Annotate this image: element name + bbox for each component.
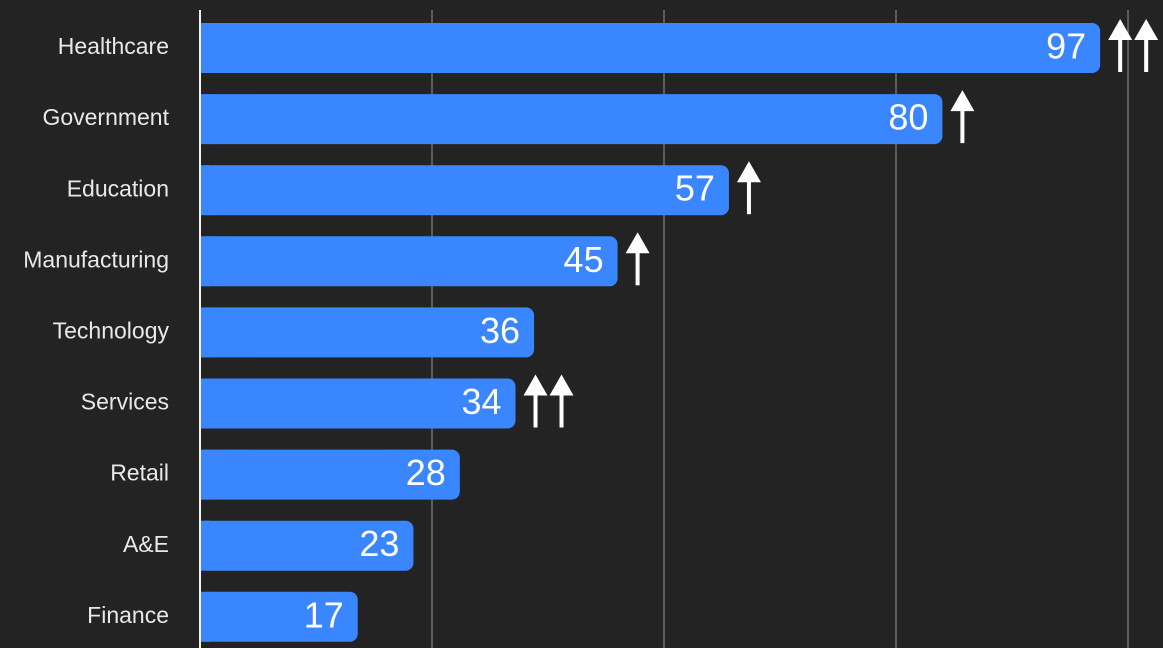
up-arrow-icon <box>549 374 574 428</box>
bar-corner-fill <box>200 236 210 287</box>
category-label: A&E <box>123 531 169 557</box>
bar-1 <box>200 94 943 145</box>
bar-8 <box>200 591 358 642</box>
category-label: Education <box>67 175 169 201</box>
value-label: 57 <box>675 168 715 209</box>
bar-2 <box>200 165 729 216</box>
bar-7 <box>200 520 414 571</box>
value-label: 45 <box>564 239 604 280</box>
bar-corner-fill <box>200 307 210 358</box>
category-label: Healthcare <box>58 33 169 59</box>
category-label: Manufacturing <box>23 246 169 272</box>
bar-corner-fill <box>200 23 210 73</box>
bar-corner-fill <box>200 165 210 216</box>
category-label: Services <box>81 389 169 415</box>
up-arrow-icon <box>950 90 975 144</box>
up-arrow-icon <box>625 232 650 286</box>
category-labels: Healthcare Government Education Manufacturi… <box>23 33 169 628</box>
bar-5 <box>200 378 516 429</box>
up-arrow-icon <box>1108 19 1133 72</box>
trend-arrows <box>523 19 1159 428</box>
category-label: Technology <box>53 317 170 343</box>
bar-corner-fill <box>200 520 210 571</box>
value-label: 80 <box>888 97 928 138</box>
bar-0 <box>200 23 1101 73</box>
up-arrow-icon <box>1134 19 1159 72</box>
value-label: 36 <box>480 310 520 351</box>
value-label: 17 <box>304 594 344 635</box>
value-label: 28 <box>406 452 446 493</box>
bar-4 <box>200 307 535 358</box>
category-label: Retail <box>110 460 169 486</box>
category-label: Finance <box>87 602 169 628</box>
up-arrow-icon <box>736 161 761 215</box>
value-label: 97 <box>1046 26 1086 67</box>
bar-6 <box>200 449 460 500</box>
bar-corner-fill <box>200 94 210 145</box>
bar-corner-fill <box>200 591 210 642</box>
bars <box>200 23 1101 642</box>
value-label: 23 <box>359 523 399 564</box>
bar-corner-fill <box>200 378 210 429</box>
bar-3 <box>200 236 618 287</box>
category-label: Government <box>42 104 169 130</box>
bar-corner-fill <box>200 449 210 500</box>
up-arrow-icon <box>523 374 548 428</box>
value-label: 34 <box>461 381 501 422</box>
